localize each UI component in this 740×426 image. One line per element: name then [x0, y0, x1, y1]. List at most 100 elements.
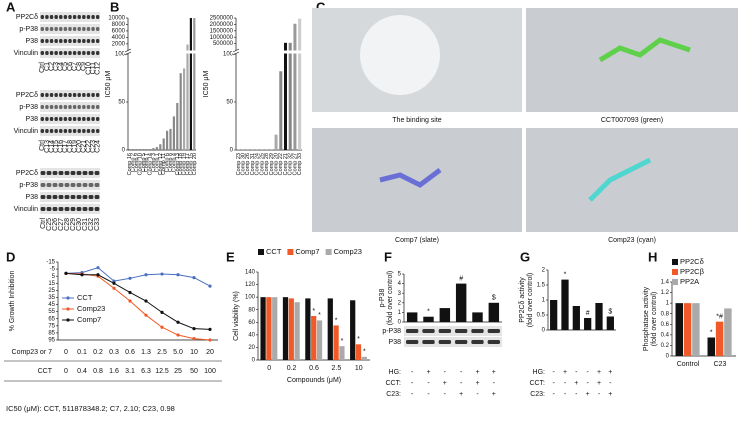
bar — [138, 149, 141, 150]
legend-point — [66, 296, 70, 300]
table-cell: 0.6 — [125, 349, 135, 356]
table-cell: 3.1 — [125, 368, 135, 375]
annotation: * — [363, 349, 366, 356]
bar — [472, 312, 483, 322]
condition-name: HG: — [533, 369, 546, 376]
blot-band — [72, 39, 77, 43]
condition-value: + — [492, 369, 496, 376]
blot-row-label: P38 — [26, 38, 39, 45]
bar — [355, 344, 362, 360]
blot-band — [52, 183, 58, 187]
blot-band — [82, 129, 86, 133]
y-tick-label: 0 — [542, 328, 546, 334]
point — [160, 310, 164, 314]
table-cell: 0.3 — [109, 349, 119, 356]
y-tick-label: 100 — [115, 52, 126, 58]
lane-label: C25 — [46, 218, 53, 231]
blot-strip — [40, 180, 100, 190]
blot-band — [82, 15, 86, 19]
point — [144, 299, 148, 303]
blot-band — [68, 51, 72, 55]
blot-band — [76, 195, 82, 199]
blot-row-label: Vinculin — [14, 50, 38, 57]
blot-band — [63, 93, 68, 97]
condition-value: - — [411, 369, 414, 376]
x-tick-label: Comp 26 — [245, 153, 251, 175]
blot-band — [45, 117, 49, 121]
axis-break — [124, 50, 198, 54]
blot-band — [82, 27, 86, 31]
bar — [132, 149, 135, 150]
legend-swatch — [672, 269, 678, 275]
y-tick-label: 1 — [666, 301, 670, 307]
blot-row-label: p-P38 — [382, 328, 401, 335]
blot-band — [91, 93, 95, 97]
blot-band — [94, 195, 100, 199]
panel-label: H — [648, 249, 657, 264]
ligand — [379, 168, 442, 188]
x-axis-label: Compounds (μM) — [287, 377, 341, 384]
x-tick-label: Comp 5 — [141, 153, 147, 172]
legend-label: Comp7 — [77, 315, 101, 324]
bar — [316, 320, 323, 360]
blot-band — [64, 195, 70, 199]
y-tick-label: 0 — [252, 358, 256, 364]
legend-label: PP2A — [680, 277, 699, 286]
blot-band — [86, 117, 91, 121]
table-cell: 0.1 — [77, 349, 87, 356]
blot-band — [72, 93, 77, 97]
bar — [155, 147, 158, 150]
table-cell: 0.4 — [77, 368, 87, 375]
condition-name: C23: — [386, 391, 401, 398]
blot-row-label: p-P38 — [19, 26, 38, 33]
blot-band — [46, 183, 52, 187]
y-tick-label: 140 — [245, 270, 256, 276]
condition-value: - — [460, 380, 463, 387]
panel-label: E — [226, 249, 235, 264]
blot-band — [82, 51, 86, 55]
blot-band — [487, 340, 500, 344]
bar — [159, 144, 162, 150]
blot-band — [91, 105, 95, 109]
blot-band — [58, 183, 64, 187]
blot-band — [94, 183, 100, 187]
y-tick-label: 100 — [245, 295, 256, 301]
lane-label: C1 — [44, 62, 51, 71]
blot-row-label: P38 — [26, 194, 39, 201]
bar — [283, 42, 288, 150]
x-tick-label: Comp 11 — [161, 153, 167, 175]
condition-value: - — [493, 380, 496, 387]
lane-label: C23 — [90, 140, 97, 153]
blot-band — [45, 27, 49, 31]
lane-label: C4 — [58, 62, 65, 71]
bar — [455, 283, 467, 322]
x-tick-label: Comp 33 — [297, 153, 303, 175]
blot-band — [52, 171, 58, 175]
lane-label: C24 — [95, 140, 102, 153]
lane-label: C3 — [53, 62, 60, 71]
x-tick-label: Comp 6 — [165, 153, 171, 172]
blot-band — [72, 129, 77, 133]
bar — [606, 316, 614, 330]
legend-swatch — [672, 259, 678, 265]
lane-label: C19 — [71, 140, 78, 153]
blot-row-label: PP2Cδ — [16, 170, 38, 177]
blot-band — [58, 207, 64, 211]
y-tick-label: 0.4 — [661, 332, 670, 338]
y-axis-label: IC50 μM — [203, 71, 210, 98]
y-tick-label: 55 — [48, 309, 55, 315]
bar — [169, 128, 172, 150]
blot-band — [68, 15, 72, 19]
bar — [361, 356, 367, 360]
lane-label: C10 — [85, 62, 92, 75]
blot-band — [63, 39, 68, 43]
annotation: * — [318, 312, 321, 319]
bar — [288, 298, 294, 360]
lane-label: C14 — [48, 140, 55, 153]
blot-band — [95, 129, 100, 133]
blot-strip — [40, 168, 100, 178]
bar — [692, 303, 700, 356]
blot-band — [46, 171, 52, 175]
bar — [298, 18, 302, 150]
x-tick-label: Comp 28 — [264, 153, 270, 175]
